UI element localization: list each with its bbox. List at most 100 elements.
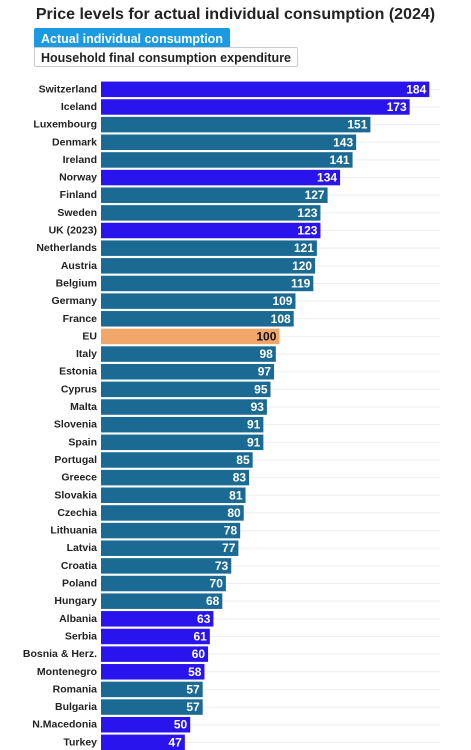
category-label: Turkey xyxy=(63,736,97,748)
value-label: 120 xyxy=(292,259,312,273)
bar-austria[interactable] xyxy=(101,258,316,274)
bar-poland[interactable] xyxy=(101,575,226,592)
value-label: 81 xyxy=(229,488,243,502)
category-label: Sweden xyxy=(57,207,97,219)
bar-portugal[interactable] xyxy=(101,452,253,468)
bar-luxembourg[interactable] xyxy=(101,116,371,133)
value-label: 100 xyxy=(256,329,276,343)
bar-uk-2023[interactable] xyxy=(101,222,321,239)
value-label: 57 xyxy=(186,700,200,714)
bar-cyprus[interactable] xyxy=(101,381,271,398)
value-label: 184 xyxy=(406,82,426,96)
category-label: EU xyxy=(82,330,97,342)
value-label: 73 xyxy=(215,559,229,573)
bar-spain[interactable] xyxy=(101,434,264,451)
value-label: 134 xyxy=(317,171,337,185)
value-label: 127 xyxy=(305,188,325,202)
category-label: Slovakia xyxy=(54,489,97,501)
bar-eu[interactable] xyxy=(101,328,280,345)
bar-bulgaria[interactable] xyxy=(101,699,203,715)
category-label: Bosnia & Herz. xyxy=(23,648,97,660)
bar-croatia[interactable] xyxy=(101,558,232,574)
category-label: Latvia xyxy=(67,542,98,554)
category-label: Estonia xyxy=(59,366,97,378)
bar-denmark[interactable] xyxy=(101,134,357,151)
value-label: 61 xyxy=(193,629,207,643)
value-label: 121 xyxy=(294,241,314,255)
category-label: Iceland xyxy=(61,101,97,113)
category-label: Spain xyxy=(68,436,97,448)
value-label: 109 xyxy=(272,294,292,308)
bar-serbia[interactable] xyxy=(101,628,210,645)
value-label: 68 xyxy=(206,594,220,608)
bar-greece[interactable] xyxy=(101,469,250,486)
category-label: Finland xyxy=(60,189,97,201)
value-label: 58 xyxy=(188,665,202,679)
bar-germany[interactable] xyxy=(101,293,296,309)
category-label: Hungary xyxy=(54,595,97,607)
category-label: N.Macedonia xyxy=(32,719,97,731)
bar-norway[interactable] xyxy=(101,169,341,186)
value-label: 50 xyxy=(174,718,188,732)
bar-ireland[interactable] xyxy=(101,152,353,168)
bar-romania[interactable] xyxy=(101,681,203,698)
bar-bosnia-herz[interactable] xyxy=(101,646,209,662)
value-label: 123 xyxy=(297,206,317,220)
bar-slovakia[interactable] xyxy=(101,487,246,504)
value-label: 85 xyxy=(236,453,250,467)
bar-iceland[interactable] xyxy=(101,99,410,115)
category-label: Norway xyxy=(59,172,97,184)
value-label: 91 xyxy=(247,418,261,432)
category-label: Denmark xyxy=(52,136,97,148)
tab-actual-individual-consumption[interactable]: Actual individual consumption xyxy=(34,28,230,48)
bar-italy[interactable] xyxy=(101,346,276,362)
category-label: Netherlands xyxy=(36,242,97,254)
bar-turkey[interactable] xyxy=(101,734,185,750)
category-label: Austria xyxy=(61,260,97,272)
value-label: 141 xyxy=(330,153,350,167)
bar-latvia[interactable] xyxy=(101,540,239,556)
bar-albania[interactable] xyxy=(101,611,214,627)
value-label: 143 xyxy=(333,135,353,149)
value-label: 80 xyxy=(227,506,241,520)
bar-slovenia[interactable] xyxy=(101,416,264,433)
value-label: 60 xyxy=(192,647,206,661)
value-label: 97 xyxy=(258,365,272,379)
bar-switzerland[interactable] xyxy=(101,81,430,98)
category-label: France xyxy=(63,313,98,325)
bar-estonia[interactable] xyxy=(101,363,275,380)
bar-finland[interactable] xyxy=(101,187,328,203)
bar-czechia[interactable] xyxy=(101,505,244,521)
bar-malta[interactable] xyxy=(101,399,267,415)
category-label: Serbia xyxy=(65,630,97,642)
value-label: 57 xyxy=(186,682,200,696)
value-label: 91 xyxy=(247,435,261,449)
value-label: 93 xyxy=(251,400,265,414)
bar-montenegro[interactable] xyxy=(101,664,205,680)
bar-lithuania[interactable] xyxy=(101,522,241,539)
value-label: 98 xyxy=(259,347,273,361)
category-label: Czechia xyxy=(57,507,97,519)
category-label: Ireland xyxy=(63,154,97,166)
category-label: Germany xyxy=(51,295,97,307)
value-label: 70 xyxy=(210,577,224,591)
value-label: 78 xyxy=(224,524,238,538)
bar-sweden[interactable] xyxy=(101,205,321,221)
category-label: Switzerland xyxy=(39,83,97,95)
category-label: Bulgaria xyxy=(55,701,97,713)
bar-netherlands[interactable] xyxy=(101,240,317,256)
value-label: 108 xyxy=(271,312,291,326)
bar-hungary[interactable] xyxy=(101,593,223,609)
category-label: Croatia xyxy=(61,560,97,572)
category-label: Greece xyxy=(61,472,97,484)
value-label: 151 xyxy=(347,118,367,132)
chart-title: Price levels for actual individual consu… xyxy=(35,6,436,23)
category-label: Montenegro xyxy=(37,666,97,678)
tab-household-final-consumption[interactable]: Household final consumption expenditure xyxy=(34,47,299,67)
bar-n-macedonia[interactable] xyxy=(101,716,191,733)
bar-belgium[interactable] xyxy=(101,275,314,292)
bar-france[interactable] xyxy=(101,311,294,327)
value-label: 123 xyxy=(297,224,317,238)
category-label: Italy xyxy=(76,348,97,360)
